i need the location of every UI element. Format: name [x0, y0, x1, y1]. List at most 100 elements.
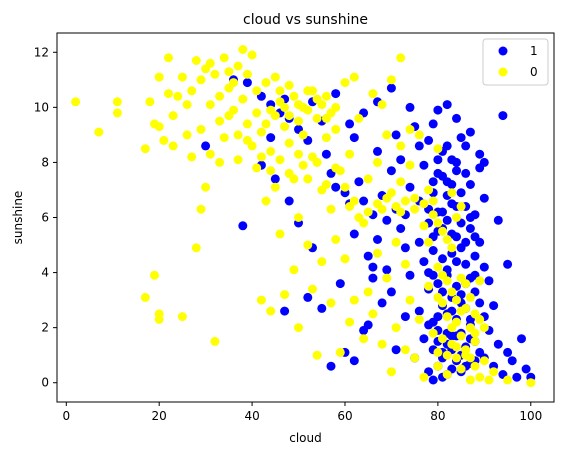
- point-series-1-39: [396, 155, 406, 165]
- point-series-0-51: [270, 72, 280, 82]
- point-series-0-226: [215, 157, 225, 167]
- point-series-0-176: [312, 157, 322, 167]
- point-series-0-219: [349, 72, 359, 82]
- point-series-1-96: [461, 259, 471, 269]
- legend-label-0: 0: [530, 65, 538, 79]
- point-series-0-188: [419, 199, 429, 209]
- point-series-0-228: [233, 130, 243, 140]
- point-series-1-43: [405, 270, 415, 280]
- point-series-0-164: [280, 102, 290, 112]
- point-series-1-194: [433, 155, 443, 165]
- point-series-0-124: [433, 262, 443, 272]
- point-series-0-189: [428, 196, 438, 206]
- point-series-1-15: [331, 182, 341, 192]
- point-series-0-45: [256, 127, 266, 137]
- point-series-1-51: [419, 334, 429, 344]
- point-series-0-2: [112, 97, 122, 107]
- point-series-0-49: [266, 146, 276, 156]
- point-series-1-195: [438, 171, 447, 181]
- point-series-0-71: [312, 113, 322, 123]
- point-series-0-196: [461, 303, 471, 313]
- y-tick-label: 6: [41, 211, 49, 225]
- point-series-0-84: [340, 254, 350, 264]
- point-series-0-182: [363, 207, 373, 217]
- point-series-0-140: [470, 361, 480, 371]
- point-series-1-149: [270, 174, 280, 184]
- point-series-1-153: [303, 292, 313, 302]
- legend-marker-0: [498, 67, 508, 77]
- point-series-1-48: [414, 306, 424, 316]
- point-series-0-14: [164, 89, 173, 99]
- point-series-1-189: [470, 232, 480, 242]
- point-series-0-32: [219, 53, 229, 63]
- point-series-1-36: [391, 345, 401, 355]
- chart-title: cloud vs sunshine: [243, 12, 368, 28]
- point-series-1-190: [424, 320, 434, 330]
- point-series-1-27: [368, 273, 378, 283]
- point-series-0-108: [396, 141, 406, 151]
- point-series-0-111: [400, 345, 410, 355]
- point-series-0-215: [433, 144, 443, 154]
- point-series-1-136: [433, 105, 443, 115]
- point-series-0-173: [284, 168, 294, 178]
- point-series-0-194: [452, 317, 461, 327]
- point-series-0-166: [298, 102, 308, 112]
- point-series-1-24: [363, 251, 373, 261]
- point-series-0-104: [386, 367, 396, 377]
- point-series-0-57: [280, 290, 290, 300]
- point-series-0-24: [196, 204, 206, 214]
- point-series-0-85: [345, 149, 355, 159]
- legend: 10: [482, 38, 549, 86]
- point-series-0-31: [215, 116, 225, 126]
- point-series-1-56: [428, 119, 438, 129]
- y-tick-label: 12: [34, 45, 49, 59]
- point-series-0-100: [382, 130, 392, 140]
- point-series-1-29: [373, 146, 382, 156]
- point-series-0-169: [326, 108, 336, 118]
- point-series-1-197: [447, 180, 457, 189]
- x-tick-label: 20: [152, 409, 167, 423]
- point-series-0-20: [187, 86, 197, 96]
- point-series-0-129: [442, 370, 452, 379]
- y-tick-label: 4: [41, 266, 49, 280]
- point-series-0-117: [414, 314, 424, 324]
- point-series-0-131: [447, 243, 457, 253]
- x-tick-label: 40: [244, 409, 259, 423]
- point-series-0-112: [405, 160, 415, 170]
- point-series-0-54: [275, 229, 285, 239]
- point-series-1-191: [424, 268, 434, 278]
- point-series-0-222: [182, 100, 192, 110]
- point-series-1-188: [465, 213, 475, 222]
- point-series-0-199: [475, 276, 485, 286]
- x-tick-label: 0: [62, 409, 70, 423]
- point-series-0-66: [298, 160, 308, 170]
- point-series-0-36: [233, 61, 243, 71]
- point-series-1-108: [475, 149, 485, 159]
- point-series-0-6: [145, 97, 155, 107]
- point-series-1-127: [517, 334, 526, 344]
- point-series-0-22: [191, 243, 201, 253]
- x-tick-label: 60: [337, 409, 352, 423]
- point-series-0-102: [386, 75, 396, 85]
- point-series-1-3: [242, 78, 252, 88]
- point-series-0-225: [205, 58, 215, 68]
- point-series-0-125: [433, 361, 443, 371]
- point-series-0-61: [289, 265, 299, 275]
- point-series-0-144: [479, 356, 489, 366]
- point-series-0-157: [284, 111, 294, 121]
- point-series-0-18: [177, 312, 187, 322]
- point-series-1-58: [428, 246, 438, 255]
- point-series-0-74: [317, 257, 327, 267]
- point-series-0-158: [294, 116, 303, 126]
- point-series-0-96: [373, 157, 382, 167]
- point-series-0-174: [294, 149, 303, 159]
- point-series-1-94: [461, 141, 471, 151]
- point-series-1-128: [521, 364, 531, 374]
- point-series-0-33: [219, 133, 229, 143]
- point-series-1-193: [428, 177, 438, 187]
- point-series-1-19: [349, 133, 359, 143]
- point-series-1-99: [465, 180, 475, 189]
- point-series-0-105: [391, 237, 401, 247]
- point-series-1-124: [503, 347, 513, 357]
- point-series-0-197: [465, 292, 475, 302]
